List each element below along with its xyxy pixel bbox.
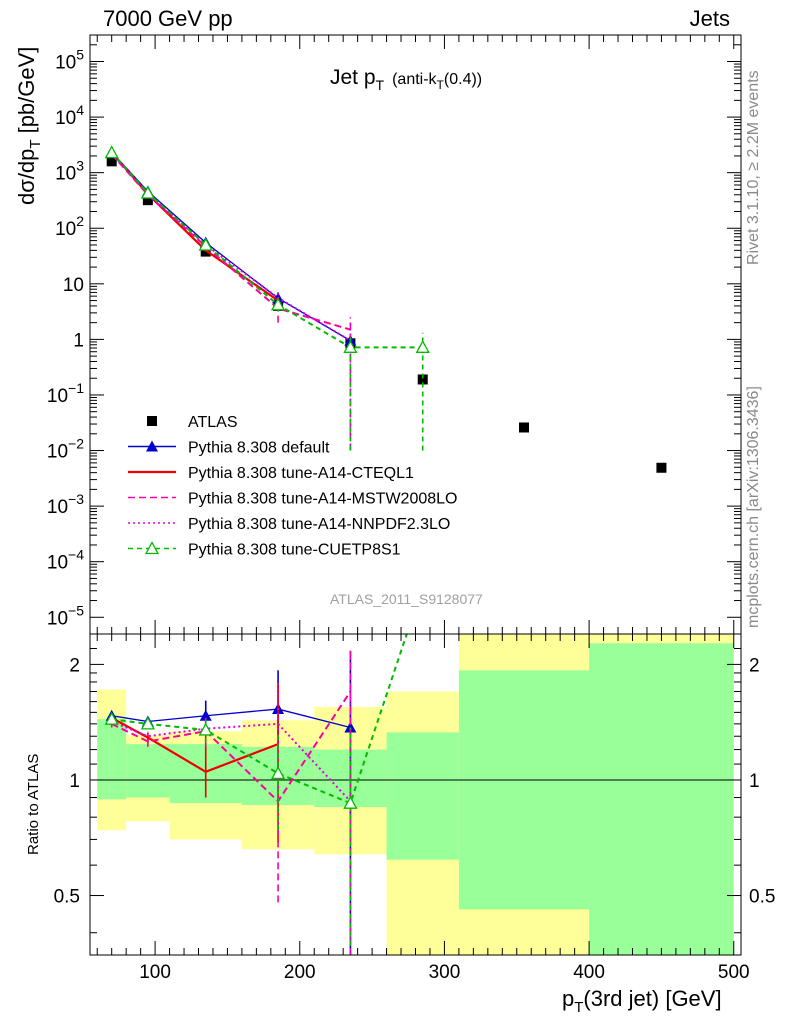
top-cuetp8s1 — [104, 145, 430, 451]
x-tick-label-0: 100 — [139, 962, 171, 983]
ratio-default-point — [344, 721, 357, 733]
band-inner-5 — [386, 732, 459, 860]
top-cuetp8s1-line — [110, 151, 423, 349]
top-atlas-point — [519, 422, 529, 433]
legend-label-mstw: Pythia 8.308 tune-A14-MSTW2008LO — [188, 491, 457, 508]
top-mstw-line — [110, 153, 351, 331]
ratio-cuetp8s1-point — [417, 580, 429, 591]
legend-entry-cteql1: Pythia 8.308 tune-A14-CTEQL1 — [128, 465, 414, 482]
ratio-cteql1-line — [111, 717, 279, 774]
top-cuetp8s1-point — [415, 339, 430, 353]
top-nnpdf-line — [110, 152, 351, 342]
band-inner-1 — [126, 744, 170, 798]
y-axis-label: dσ/dpT[pb/GeV] — [14, 47, 44, 205]
legend-entry-nnpdf: Pythia 8.308 tune-A14-NNPDF2.3LO — [128, 516, 450, 533]
ratio-cuetp8s1-point — [140, 716, 155, 730]
x-axis-label: pT(3rd jet) [GeV] — [562, 986, 722, 1016]
top-cuetp8s1-point — [140, 185, 155, 199]
ratio-y-tick-right-2: 2 — [749, 655, 760, 676]
ratio-y-tick-right-0: 0.5 — [749, 887, 775, 908]
top-atlas-point — [106, 156, 117, 167]
y-tick-label-7: 10−2 — [47, 436, 84, 463]
header-left: 7000 GeV pp — [103, 6, 233, 31]
band-inner-0 — [97, 719, 127, 800]
plot-title: Jet pT (anti-kT(0.4)) — [330, 66, 482, 93]
legend-entry-default: Pythia 8.308 default — [128, 440, 330, 457]
y-tick-label-3: 102 — [55, 213, 84, 240]
y-tick-label-4: 10 — [63, 275, 84, 296]
top-cuetp8s1-point — [270, 297, 286, 311]
watermark: ATLAS_2011_S9128077 — [330, 591, 483, 607]
legend-entry-cuetp8s1: Pythia 8.308 tune-CUETP8S1 — [128, 541, 401, 559]
top-atlas-point — [142, 195, 153, 206]
x-tick-label-3: 400 — [573, 962, 605, 983]
y-tick-label-0: 105 — [55, 47, 84, 74]
legend-marker-cuetp8s1 — [144, 541, 160, 555]
legend-label-default: Pythia 8.308 default — [188, 440, 330, 457]
ratio-cuetp8s1-point — [343, 795, 358, 809]
ratio-y-label: Ratio to ATLAS — [25, 754, 42, 855]
legend-marker-default — [146, 440, 158, 452]
legend-marker-atlas — [147, 416, 157, 426]
top-default-line — [111, 151, 351, 342]
ratio-y-tick-left-0: 0.5 — [54, 887, 80, 908]
legend-label-cuetp8s1: Pythia 8.308 tune-CUETP8S1 — [188, 542, 401, 559]
ratio-mstw-line — [111, 690, 352, 803]
ratio-cuetp8s1-point — [270, 766, 286, 780]
ratio-cuetp8s1-point — [198, 722, 213, 736]
y-tick-label-10: 10−5 — [47, 602, 84, 629]
y-tick-label-8: 10−3 — [47, 491, 84, 518]
top-cuetp8s1-point — [343, 339, 358, 353]
ratio-y-tick-left-2: 2 — [69, 655, 80, 676]
ratio-default-point — [199, 709, 212, 721]
x-tick-label-1: 200 — [284, 962, 316, 983]
ratio-nnpdf-line — [111, 720, 352, 802]
ratio-y-tick-left-1: 1 — [69, 771, 80, 792]
y-tick-label-6: 10−1 — [47, 380, 84, 407]
band-inner-6 — [458, 670, 590, 910]
legend-entry-mstw: Pythia 8.308 tune-A14-MSTW2008LO — [128, 491, 457, 508]
top-cuetp8s1-point — [198, 237, 213, 251]
top-default — [105, 146, 357, 346]
legend: ATLAS Pythia 8.308 default Pythia 8.308 tu… — [128, 414, 457, 559]
x-tick-label-2: 300 — [429, 962, 461, 983]
band-inner-7 — [589, 643, 734, 955]
y-tick-label-2: 103 — [55, 158, 84, 185]
legend-label-atlas: ATLAS — [188, 414, 238, 431]
top-atlas-point — [417, 374, 428, 385]
y-tick-label-1: 104 — [55, 102, 84, 129]
legend-label-nnpdf: Pythia 8.308 tune-A14-NNPDF2.3LO — [188, 516, 450, 533]
legend-label-cteql1: Pythia 8.308 tune-A14-CTEQL1 — [188, 465, 414, 482]
ratio-cuetp8s1 — [104, 580, 429, 946]
top-cuetp8s1-point — [104, 145, 119, 159]
ratio-y-tick-right-1: 1 — [749, 771, 760, 792]
header-right: Jets — [689, 6, 730, 31]
legend-entry-atlas: ATLAS — [147, 414, 238, 431]
x-tick-label-4: 500 — [718, 962, 750, 983]
y-tick-label-5: 1 — [73, 330, 84, 351]
y-tick-label-9: 10−4 — [47, 547, 84, 574]
top-atlas-point — [656, 462, 667, 473]
ratio-cuetp8s1-line — [111, 634, 408, 805]
ratio-cuetp8s1-point — [104, 711, 119, 725]
